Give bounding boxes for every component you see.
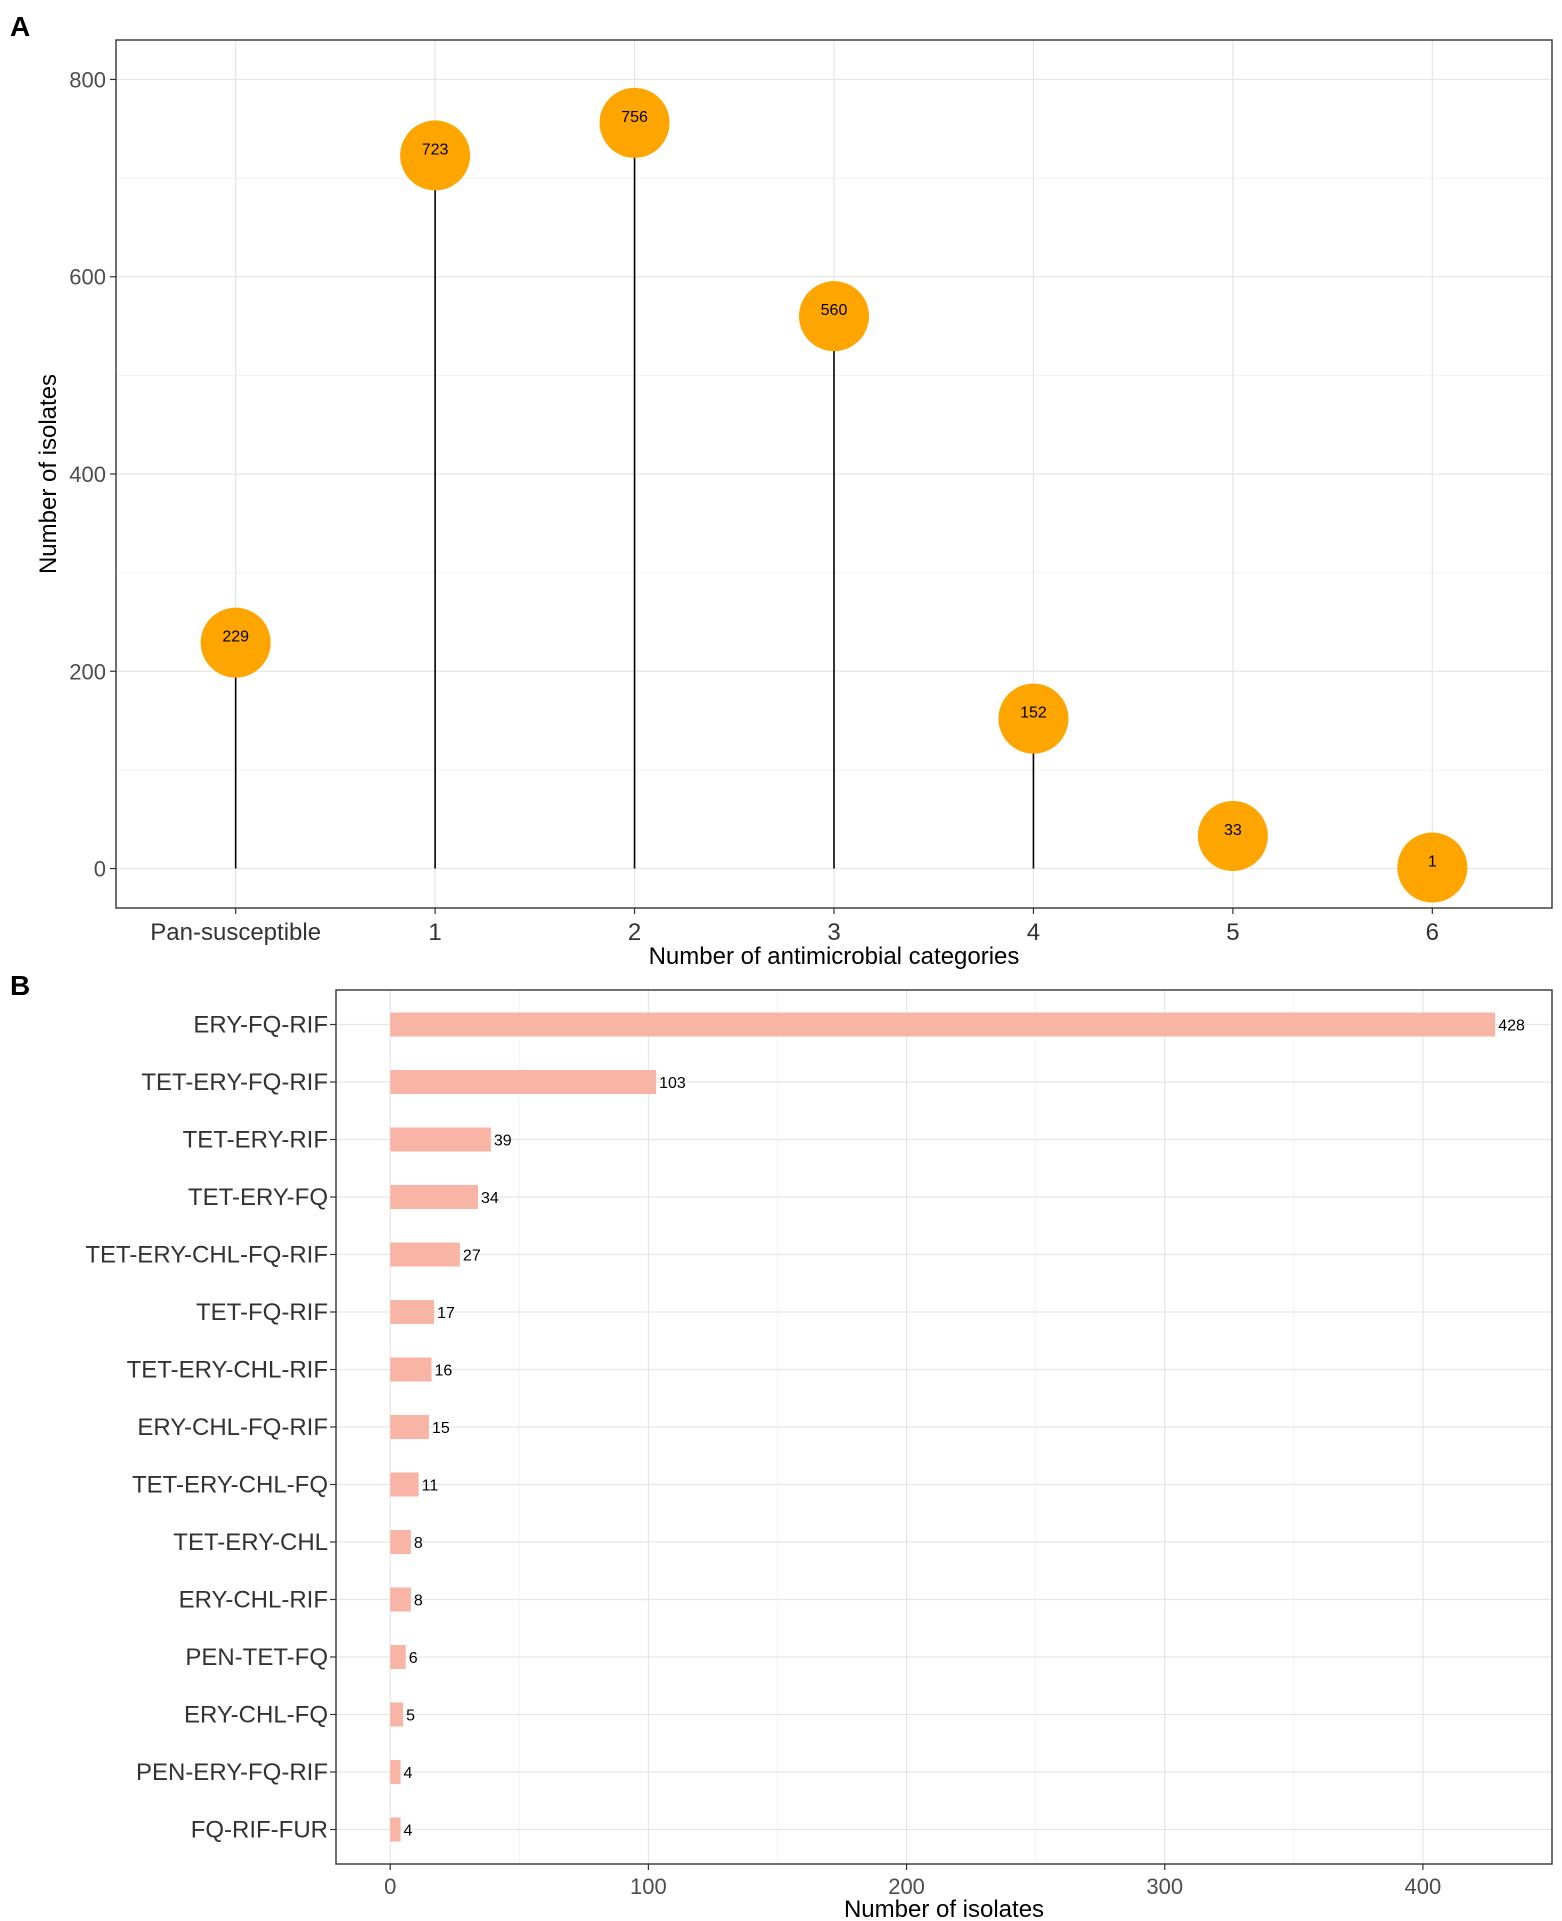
plot-border (335, 989, 1553, 1865)
bar-category-label: FQ-RIF-FUR (191, 1817, 328, 1844)
lollipop-bubble (998, 683, 1069, 754)
data-label: 27 (463, 1248, 481, 1265)
bar-category-label: TET-ERY-RIF (183, 1127, 328, 1154)
x-axis-title: Number of antimicrobial categories (649, 943, 1020, 970)
x-tick-label: 6 (1426, 919, 1439, 946)
x-tick-label: 400 (1405, 1874, 1442, 1899)
data-label: 15 (432, 1420, 450, 1437)
data-label: 39 (494, 1133, 512, 1150)
data-label: 33 (1224, 822, 1242, 839)
data-label: 8 (414, 1535, 423, 1552)
data-label: 152 (1020, 705, 1047, 722)
data-label: 428 (1498, 1018, 1525, 1035)
lollipop-bubble (599, 87, 670, 158)
x-tick-label: 5 (1226, 919, 1239, 946)
data-label: 5 (406, 1708, 415, 1725)
x-tick-label: 200 (888, 1874, 925, 1899)
y-tick-label: 800 (69, 67, 106, 92)
bar-category-label: ERY-CHL-RIF (179, 1587, 328, 1614)
data-label: 8 (414, 1593, 423, 1610)
data-label: 16 (435, 1363, 453, 1380)
panel-b-letter: B (10, 970, 30, 1001)
bar (390, 1472, 419, 1497)
y-tick-label: 200 (69, 659, 106, 684)
bar-chart-panel-b: 0 100 200 300 400 ERY-FQ-RIF 428 TET-ERY-FQ-RIF… (85, 989, 1553, 1921)
bar (390, 1760, 401, 1784)
bar (390, 1530, 411, 1554)
plot-border (115, 39, 1553, 909)
panel-a-letter: A (10, 11, 30, 42)
bar-category-label: TET-ERY-CHL-FQ (132, 1472, 328, 1499)
bar-category-label: TET-ERY-FQ-RIF (141, 1069, 328, 1096)
data-label: 4 (404, 1823, 413, 1840)
y-tick-label: 600 (69, 265, 106, 290)
bar-category-label: TET-ERY-CHL (173, 1529, 328, 1556)
bar (390, 1645, 406, 1669)
data-label: 723 (422, 141, 449, 158)
y-axis-title: Number of isolates (35, 374, 62, 574)
bar-category-label: ERY-CHL-FQ (184, 1702, 328, 1729)
bar-category-label: TET-ERY-CHL-FQ-RIF (85, 1242, 328, 1269)
bar (390, 1300, 435, 1324)
lollipop-bubble (200, 607, 271, 678)
x-tick-label: 0 (384, 1874, 396, 1899)
bar (390, 1357, 432, 1382)
bar-category-label: TET-ERY-FQ (188, 1184, 328, 1211)
bar-category-label: TET-ERY-CHL-RIF (127, 1357, 328, 1384)
x-tick-label: 100 (630, 1874, 667, 1899)
data-label: 4 (404, 1765, 413, 1782)
x-tick-label: 3 (827, 919, 840, 946)
data-label: 103 (659, 1075, 686, 1092)
lollipop-chart-panel-a: 0 200 400 600 800 Pan-susceptible 1 2 3 4 5 6 229 723… (35, 39, 1553, 970)
x-tick-label: 300 (1146, 1874, 1183, 1899)
data-label: 17 (437, 1305, 455, 1322)
y-tick-label: 0 (94, 857, 106, 882)
x-tick-label: 2 (628, 919, 641, 946)
lollipop-bubble (1397, 832, 1468, 903)
bar-category-label: ERY-FQ-RIF (193, 1012, 328, 1039)
bar-category-label: TET-FQ-RIF (196, 1299, 328, 1326)
data-label: 6 (409, 1650, 418, 1667)
x-axis-title: Number of isolates (844, 1896, 1044, 1921)
bar (390, 1817, 401, 1842)
data-label: 34 (481, 1190, 499, 1207)
bar (390, 1415, 429, 1439)
bar (390, 1242, 460, 1267)
lollipop-bubble (799, 281, 869, 352)
data-label: 756 (621, 109, 648, 126)
x-tick-label: Pan-susceptible (150, 919, 321, 946)
data-label: 11 (422, 1478, 439, 1495)
data-label: 1 (1428, 854, 1437, 871)
x-tick-label: 4 (1027, 919, 1040, 946)
bar (390, 1070, 657, 1094)
x-tick-label: 1 (428, 919, 441, 946)
bar-category-label: PEN-TET-FQ (185, 1644, 328, 1671)
data-label: 560 (821, 302, 848, 319)
y-tick-label: 400 (69, 462, 106, 487)
bar (390, 1185, 478, 1209)
data-label: 229 (222, 629, 249, 646)
bar-category-label: PEN-ERY-FQ-RIF (136, 1759, 328, 1786)
bar-category-label: ERY-CHL-FQ-RIF (137, 1414, 328, 1441)
bar (390, 1587, 411, 1612)
bar (390, 1702, 404, 1727)
lollipop-bubble (1197, 800, 1268, 871)
bar (390, 1012, 1496, 1037)
bar (390, 1127, 491, 1152)
lollipop-bubble (400, 120, 471, 191)
